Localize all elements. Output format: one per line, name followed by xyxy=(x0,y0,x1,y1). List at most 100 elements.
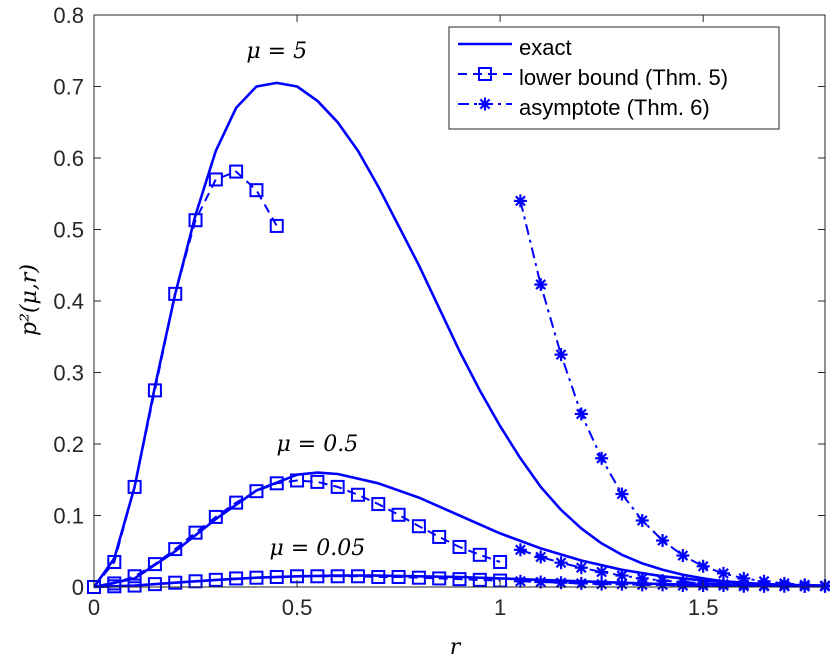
series-asymptote-mu-0p5-marker-stroke xyxy=(616,570,628,581)
series-lower-mu-0p5 xyxy=(87,473,508,594)
series-lower-mu-0p05-marker xyxy=(127,578,142,593)
series-asymptote-mu-0p05-marker-stroke xyxy=(636,579,648,591)
series-asymptote-mu-5-marker-stroke xyxy=(596,452,608,464)
series-lower-mu-0p5-marker xyxy=(249,484,264,499)
series-lower-mu-0p5-marker xyxy=(229,495,244,510)
series-lower-mu-0p5-marker xyxy=(290,473,305,488)
series-asymptote-mu-5-marker xyxy=(656,534,670,548)
series-asymptote-mu-0p5-marker-stroke xyxy=(535,551,547,563)
series-lower-mu-5-marker xyxy=(229,164,244,179)
legend-label-lower-bound: lower bound (Thm. 5) xyxy=(519,65,728,90)
series-lower-mu-0p05 xyxy=(87,569,508,594)
series-lower-mu-0p5-marker xyxy=(350,487,365,502)
series-lower-mu-5-line xyxy=(93,170,278,588)
series-asymptote-mu-5-marker xyxy=(696,559,710,573)
series-lower-mu-0p05-marker xyxy=(391,569,406,584)
series-lower-mu-5-marker xyxy=(127,479,142,494)
x-axis-label: r xyxy=(450,635,462,660)
series-lower-mu-0p05-marker xyxy=(310,569,325,584)
series-lower-mu-0p05-marker xyxy=(147,577,162,592)
series-lower-mu-0p05-marker xyxy=(472,572,487,587)
series-lower-mu-5-marker xyxy=(208,172,223,187)
curve-annotation: μ = 0.5 xyxy=(277,432,359,457)
series-lower-mu-0p5-marker xyxy=(269,476,284,491)
series-asymptote-mu-5-marker-stroke xyxy=(555,349,567,360)
y-tick-label: 0.8 xyxy=(53,3,84,28)
legend-marker-asterisk-stroke xyxy=(479,98,491,110)
series-asymptote-mu-5-marker-stroke xyxy=(636,515,648,526)
curve-annotation: μ = 5 xyxy=(246,39,307,64)
series-lower-mu-0p05-marker xyxy=(371,569,386,584)
x-axis-label-text: r xyxy=(450,635,462,660)
annotation-layer: μ = 5 μ = 0.5 μ = 0.05 xyxy=(246,39,365,561)
series-lower-mu-0p5-marker xyxy=(127,569,142,584)
series-lower-mu-5-marker xyxy=(168,286,183,301)
series-asymptote-mu-0p05-line xyxy=(520,580,825,588)
series-asymptote-mu-0p05-marker xyxy=(635,578,649,592)
series-lower-mu-0p5-marker xyxy=(493,554,508,569)
legend-label-asymptote: asymptote (Thm. 6) xyxy=(519,95,710,120)
series-lower-mu-5 xyxy=(87,164,284,594)
series-layer xyxy=(87,81,830,594)
y-tick-label: 0.7 xyxy=(53,75,84,100)
series-asymptote-mu-0p05-marker-stroke xyxy=(657,579,668,591)
series-lower-mu-0p05-marker xyxy=(249,570,264,585)
y-tick-label: 0.1 xyxy=(53,504,84,529)
series-asymptote-mu-0p5-marker xyxy=(595,565,609,579)
series-asymptote-mu-0p5-marker-stroke xyxy=(515,544,526,556)
series-lower-mu-0p05-marker xyxy=(411,570,426,585)
series-asymptote-mu-5-marker xyxy=(574,407,588,421)
series-lower-mu-0p5-marker xyxy=(188,525,203,540)
series-asymptote-mu-0p05-marker xyxy=(595,577,609,591)
series-asymptote-mu-0p5-marker-stroke xyxy=(596,566,608,578)
series-asymptote-mu-5-marker xyxy=(513,194,527,208)
legend-marker-square xyxy=(478,67,492,81)
series-lower-mu-5-marker xyxy=(107,554,122,569)
series-asymptote-mu-0p05-marker-stroke xyxy=(677,580,689,591)
x-tick-label: 1.5 xyxy=(688,595,719,620)
series-asymptote-mu-0p05-marker xyxy=(615,577,629,591)
series-lower-mu-5-marker xyxy=(147,383,162,398)
series-lower-mu-0p05-marker xyxy=(107,579,122,594)
series-lower-mu-0p05-marker xyxy=(350,569,365,584)
series-asymptote-mu-0p05-marker xyxy=(777,579,791,593)
series-lower-mu-5-marker xyxy=(249,183,264,198)
series-asymptote-mu-0p05 xyxy=(513,574,830,593)
series-lower-mu-0p5-marker xyxy=(371,497,386,512)
series-asymptote-mu-0p5-marker xyxy=(554,556,568,570)
series-asymptote-mu-5-marker xyxy=(615,487,629,501)
x-tick-label: 0 xyxy=(88,595,100,620)
y-tick-label: 0 xyxy=(72,575,84,600)
x-tick-label: 1 xyxy=(494,595,506,620)
series-lower-mu-0p5-marker xyxy=(310,474,325,489)
series-asymptote-mu-5-marker-stroke xyxy=(616,488,628,500)
series-asymptote-mu-0p5-marker-stroke xyxy=(575,562,587,574)
series-asymptote-mu-0p05-marker-stroke xyxy=(779,580,790,592)
series-lower-mu-0p5-marker xyxy=(147,557,162,572)
y-tick-label: 0.5 xyxy=(53,218,84,243)
series-lower-mu-0p05-marker xyxy=(330,569,345,584)
series-asymptote-mu-0p05-marker-stroke xyxy=(738,580,750,592)
series-lower-mu-0p05-marker xyxy=(269,569,284,584)
series-asymptote-mu-5-marker-stroke xyxy=(575,408,587,420)
y-axis-label: p²(μ,r) xyxy=(17,264,42,336)
series-asymptote-mu-0p05-marker-stroke xyxy=(575,578,587,589)
series-asymptote-mu-0p5-marker-stroke xyxy=(555,557,567,569)
legend: exact lower bound (Thm. 5) asymptote (Th… xyxy=(448,26,780,130)
series-lower-mu-0p05-marker xyxy=(432,571,447,586)
series-asymptote-mu-0p05-marker xyxy=(757,579,771,593)
series-asymptote-mu-0p05-marker-stroke xyxy=(515,575,526,587)
series-asymptote-mu-0p05-marker xyxy=(737,579,751,593)
x-tick-label: 0.5 xyxy=(282,595,313,620)
curve-annotation: μ = 0.05 xyxy=(270,536,366,561)
y-axis-label-text: p²(μ,r) xyxy=(17,264,42,336)
series-asymptote-mu-5-line xyxy=(519,200,826,587)
series-asymptote-mu-0p05-marker-stroke xyxy=(555,577,567,589)
series-asymptote-mu-0p05-marker-stroke xyxy=(718,580,729,591)
series-asymptote-mu-5-marker xyxy=(676,549,690,563)
y-tick-label: 0.6 xyxy=(53,146,84,171)
series-lower-mu-0p05-marker xyxy=(229,571,244,586)
y-tick-label: 0.2 xyxy=(53,432,84,457)
series-asymptote-mu-0p05-marker xyxy=(534,575,548,589)
series-lower-mu-0p05-marker xyxy=(452,572,467,587)
